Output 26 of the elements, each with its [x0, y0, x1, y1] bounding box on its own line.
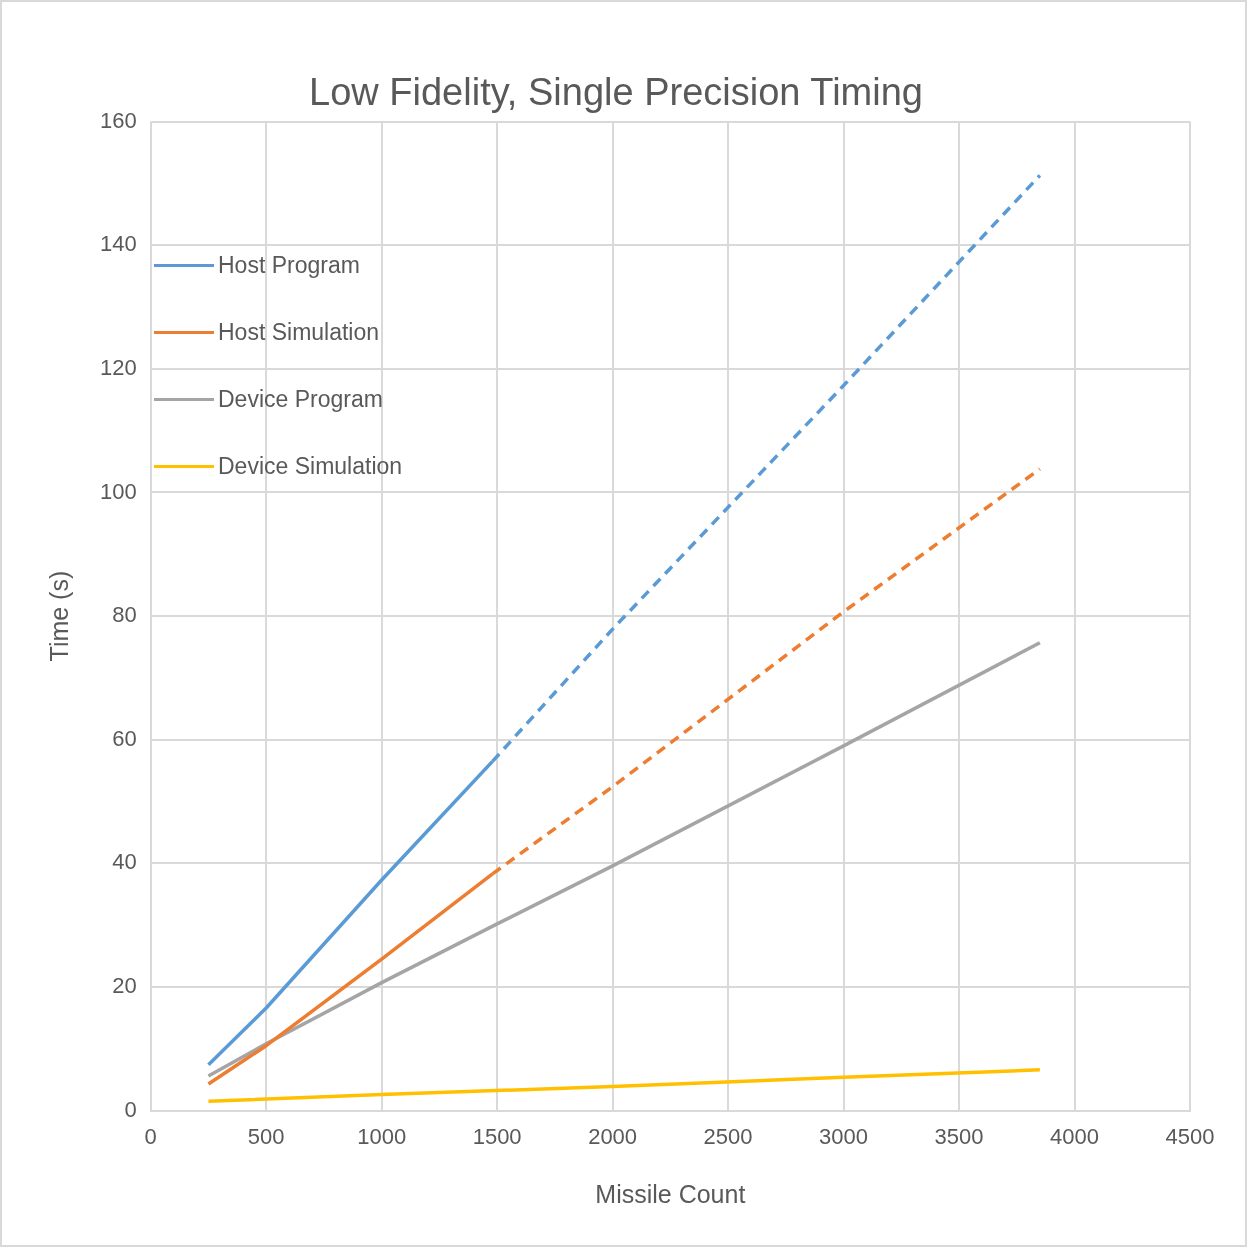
- y-tick-label: 0: [124, 1096, 137, 1122]
- x-tick-label: 2500: [703, 1123, 753, 1149]
- y-tick-label: 140: [99, 231, 137, 257]
- legend-label: Host Simulation: [218, 319, 380, 346]
- x-tick-label: 500: [247, 1123, 285, 1149]
- legend-label: Device Simulation: [218, 453, 403, 480]
- x-tick-label: 0: [144, 1123, 157, 1149]
- y-tick-label: 100: [99, 478, 137, 504]
- y-tick-label: 40: [112, 849, 137, 875]
- y-tick-label: 80: [112, 602, 137, 628]
- x-tick-label: 1500: [472, 1123, 522, 1149]
- x-axis-title: Missile Count: [595, 1179, 746, 1208]
- x-tick-label: 1000: [357, 1123, 407, 1149]
- legend-label: Host Program: [218, 252, 360, 279]
- x-tick-label: 3000: [819, 1123, 869, 1149]
- x-tick-label: 2000: [588, 1123, 638, 1149]
- y-tick-label: 60: [112, 725, 137, 751]
- y-tick-label: 20: [112, 973, 137, 999]
- x-tick-label: 4500: [1165, 1123, 1215, 1149]
- y-axis-title: Time (s): [44, 570, 73, 662]
- legend-label: Device Program: [218, 386, 383, 413]
- y-tick-label: 120: [99, 354, 137, 380]
- chart-title: Low Fidelity, Single Precision Timing: [309, 71, 923, 114]
- x-tick-label: 3500: [934, 1123, 984, 1149]
- y-tick-label: 160: [99, 107, 137, 133]
- x-tick-label: 4000: [1050, 1123, 1099, 1149]
